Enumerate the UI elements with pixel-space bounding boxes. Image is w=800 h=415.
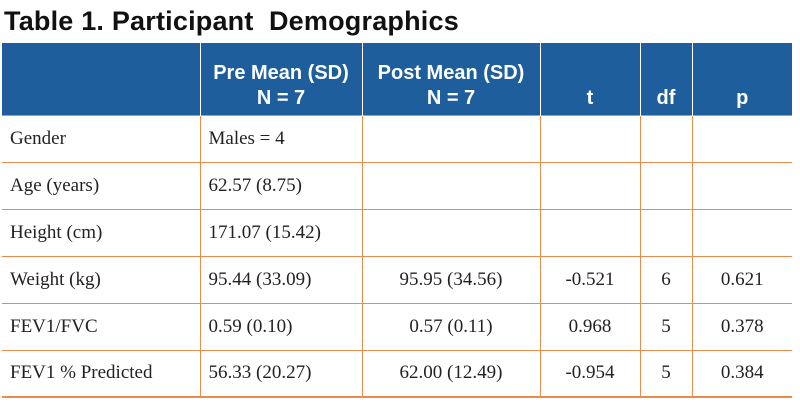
df-cell: 5 (639, 349, 693, 398)
table-row: Height (cm) 171.07 (15.42) (2, 208, 792, 257)
t-cell (539, 208, 641, 257)
demographics-table: Pre Mean (SD) N = 7 Post Mean (SD) N = 7… (2, 43, 792, 398)
header-line: Pre Mean (SD) (213, 61, 349, 84)
pre-mean-cell: 56.33 (20.27) (199, 349, 363, 398)
pre-mean-cell: 62.57 (8.75) (199, 161, 363, 210)
t-cell: -0.954 (539, 349, 641, 398)
pre-mean-cell: 171.07 (15.42) (199, 208, 363, 257)
df-cell (639, 208, 693, 257)
p-cell: 0.384 (691, 349, 792, 398)
post-mean-cell (361, 114, 541, 163)
p-cell (691, 161, 792, 210)
row-label: FEV1 % Predicted (2, 349, 201, 398)
p-cell: 0.621 (691, 255, 792, 304)
post-mean-cell: 0.57 (0.11) (361, 302, 541, 351)
df-cell (639, 114, 693, 163)
header-cell-df: df (639, 43, 693, 115)
table-row: FEV1/FVC 0.59 (0.10) 0.57 (0.11) 0.968 5… (2, 302, 792, 351)
t-cell: 0.968 (539, 302, 641, 351)
df-cell (639, 161, 693, 210)
pre-mean-cell: 0.59 (0.10) (199, 302, 363, 351)
header-cell-blank (2, 43, 201, 115)
post-mean-cell: 95.95 (34.56) (361, 255, 541, 304)
table-row: Age (years) 62.57 (8.75) (2, 161, 792, 210)
row-label: FEV1/FVC (2, 302, 201, 351)
header-cell-pre-mean: Pre Mean (SD) N = 7 (199, 43, 363, 115)
row-label: Age (years) (2, 161, 201, 210)
post-mean-cell (361, 161, 541, 210)
df-cell: 5 (639, 302, 693, 351)
t-cell (539, 161, 641, 210)
post-mean-cell: 62.00 (12.49) (361, 349, 541, 398)
p-cell (691, 208, 792, 257)
pre-mean-cell: Males = 4 (199, 114, 363, 163)
header-cell-p: p (691, 43, 792, 115)
post-mean-cell (361, 208, 541, 257)
table-row: Gender Males = 4 (2, 114, 792, 163)
header-line: p (736, 86, 749, 109)
t-cell (539, 114, 641, 163)
header-line: df (656, 86, 676, 109)
row-label: Height (cm) (2, 208, 201, 257)
header-cell-post-mean: Post Mean (SD) N = 7 (361, 43, 541, 115)
header-cell-t: t (539, 43, 641, 115)
header-line: Post Mean (SD) (377, 61, 525, 84)
p-cell (691, 114, 792, 163)
row-label: Weight (kg) (2, 255, 201, 304)
p-cell: 0.378 (691, 302, 792, 351)
table-row: Weight (kg) 95.44 (33.09) 95.95 (34.56) … (2, 255, 792, 304)
df-cell: 6 (639, 255, 693, 304)
table-row: FEV1 % Predicted 56.33 (20.27) 62.00 (12… (2, 349, 792, 398)
header-line: t (586, 86, 594, 109)
header-line: N = 7 (426, 86, 476, 109)
table-title: Table 1. Participant Demographics (4, 6, 459, 36)
header-line: N = 7 (256, 86, 306, 109)
t-cell: -0.521 (539, 255, 641, 304)
pre-mean-cell: 95.44 (33.09) (199, 255, 363, 304)
row-label: Gender (2, 114, 201, 163)
header-row: Pre Mean (SD) N = 7 Post Mean (SD) N = 7… (2, 43, 792, 115)
